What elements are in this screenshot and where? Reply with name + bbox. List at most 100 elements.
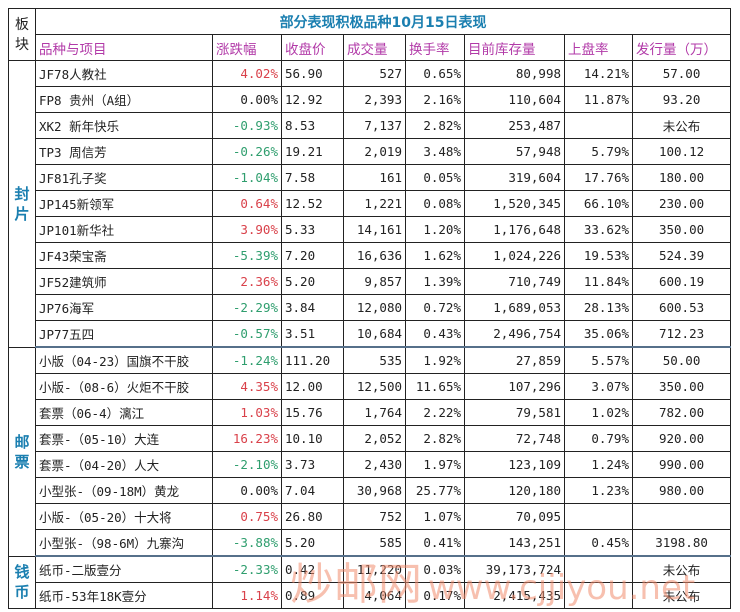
cell-inventory: 1,176,648	[464, 216, 565, 243]
cell-turnover: 0.03%	[405, 555, 465, 583]
table-row: JP77五四 -0.57% 3.51 10,684 0.43% 2,496,754 35.0…	[9, 320, 732, 348]
cell-close: 8.53	[281, 112, 344, 139]
cell-rate: 1.02%	[564, 399, 633, 426]
table-row: 小版-（05-20）十大将 0.75% 26.80 752 1.07% 70,095	[9, 503, 732, 530]
column-header: 成交量	[343, 34, 406, 61]
table-title: 部分表现积极品种10月15日表现	[34, 8, 732, 35]
cell-issue: 600.53	[631, 294, 732, 321]
cell-change: 1.03%	[212, 399, 282, 426]
cell-issue: 180.00	[631, 164, 732, 191]
cell-inventory: 39,173,724	[464, 555, 565, 583]
cell-change: -2.10%	[212, 451, 282, 478]
cell-name: 纸币-二版壹分	[35, 555, 213, 583]
table-row: 套票-（05-10）大连 16.23% 10.10 2,052 2.82% 72,748 0…	[9, 425, 732, 452]
cell-rate: 33.62%	[564, 216, 633, 243]
cell-rate: 35.06%	[564, 320, 633, 348]
cell-issue: 未公布	[631, 555, 732, 583]
cell-volume: 4,064	[343, 582, 406, 609]
cell-name: JF81孔子奖	[35, 164, 213, 191]
table-row: 小型张-（98-6M）九寨沟 -3.88% 5.20 585 0.41% 143,251 0…	[9, 529, 732, 557]
cell-close: 15.76	[281, 399, 344, 426]
cell-issue: 600.19	[631, 268, 732, 295]
cell-issue: 100.12	[631, 138, 732, 165]
cell-issue: 350.00	[631, 216, 732, 243]
cell-issue: 980.00	[631, 477, 732, 504]
column-header: 换手率	[405, 34, 465, 61]
cell-turnover: 0.17%	[405, 582, 465, 609]
cell-change: 0.00%	[212, 477, 282, 504]
section-label: 邮票	[8, 346, 36, 557]
cell-name: 小型张-（98-6M）九寨沟	[35, 529, 213, 557]
cell-turnover: 2.16%	[405, 86, 465, 113]
cell-turnover: 1.20%	[405, 216, 465, 243]
cell-issue: 782.00	[631, 399, 732, 426]
cell-change: 1.14%	[212, 582, 282, 609]
column-header: 发行量（万）	[631, 34, 732, 61]
cell-name: JF52建筑师	[35, 268, 213, 295]
cell-close: 12.52	[281, 190, 344, 217]
cell-inventory: 120,180	[464, 477, 565, 504]
column-header: 上盘率	[564, 34, 633, 61]
cell-issue: 524.39	[631, 242, 732, 269]
cell-volume: 2,430	[343, 451, 406, 478]
cell-close: 56.90	[281, 60, 344, 87]
cell-change: -1.24%	[212, 346, 282, 374]
cell-change: -3.88%	[212, 529, 282, 557]
cell-inventory: 72,748	[464, 425, 565, 452]
cell-close: 7.20	[281, 242, 344, 269]
cell-rate	[564, 555, 633, 583]
cell-turnover: 2.82%	[405, 425, 465, 452]
cell-change: -5.39%	[212, 242, 282, 269]
cell-name: 小版-（08-6）火炬不干胶	[35, 373, 213, 400]
table-row: JP76海军 -2.29% 3.84 12,080 0.72% 1,689,053 28.1…	[9, 294, 732, 321]
cell-issue: 50.00	[631, 346, 732, 374]
table-row: 小版-（08-6）火炬不干胶 4.35% 12.00 12,500 11.65% 107,…	[9, 373, 732, 400]
section-label: 封片	[8, 60, 36, 348]
cell-volume: 752	[343, 503, 406, 530]
cell-close: 7.58	[281, 164, 344, 191]
cell-change: 0.00%	[212, 86, 282, 113]
cell-change: 0.75%	[212, 503, 282, 530]
cell-rate: 19.53%	[564, 242, 633, 269]
cell-inventory: 110,604	[464, 86, 565, 113]
cell-change: -0.26%	[212, 138, 282, 165]
cell-close: 3.84	[281, 294, 344, 321]
table-row: XK2 新年快乐 -0.93% 8.53 7,137 2.82% 253,487 未公布	[9, 112, 732, 139]
cell-issue: 未公布	[631, 582, 732, 609]
cell-turnover: 0.43%	[405, 320, 465, 348]
table-row: FP8 贵州（A组） 0.00% 12.92 2,393 2.16% 110,604 11.…	[9, 86, 732, 113]
column-header: 收盘价	[281, 34, 344, 61]
cell-name: 小版-（05-20）十大将	[35, 503, 213, 530]
cell-issue: 未公布	[631, 112, 732, 139]
cell-issue: 3198.80	[631, 529, 732, 557]
cell-name: JF43荣宝斋	[35, 242, 213, 269]
cell-rate: 11.87%	[564, 86, 633, 113]
cell-name: 小版（04-23）国旗不干胶	[35, 346, 213, 374]
cell-close: 19.21	[281, 138, 344, 165]
cell-issue: 920.00	[631, 425, 732, 452]
stock-performance-table: 板块 部分表现积极品种10月15日表现 品种与项目 涨跌幅 收盘价 成交量 换手率 目前库…	[8, 8, 732, 609]
table-row: JF43荣宝斋 -5.39% 7.20 16,636 1.62% 1,024,226 19.…	[9, 242, 732, 269]
cell-rate	[564, 582, 633, 609]
cell-inventory: 253,487	[464, 112, 565, 139]
table-row: JF81孔子奖 -1.04% 7.58 161 0.05% 319,604 17.76% 18…	[9, 164, 732, 191]
table-row: 套票（06-4）漓江 1.03% 15.76 1,764 2.22% 79,581 1.02…	[9, 399, 732, 426]
cell-name: JP101新华社	[35, 216, 213, 243]
cell-close: 111.20	[281, 346, 344, 374]
table-row: 小型张-（09-18M）黄龙 0.00% 7.04 30,968 25.77% 120,1…	[9, 477, 732, 504]
cell-inventory: 710,749	[464, 268, 565, 295]
cell-volume: 1,764	[343, 399, 406, 426]
cell-name: TP3 周信芳	[35, 138, 213, 165]
cell-volume: 30,968	[343, 477, 406, 504]
cell-turnover: 1.62%	[405, 242, 465, 269]
table-row: JP101新华社 3.90% 5.33 14,161 1.20% 1,176,648 33.…	[9, 216, 732, 243]
cell-rate: 5.79%	[564, 138, 633, 165]
cell-rate: 3.07%	[564, 373, 633, 400]
table-row: 封片 JF78人教社 4.02% 56.90 527 0.65% 80,998 14.21% 5…	[8, 60, 732, 348]
cell-close: 3.51	[281, 320, 344, 348]
cell-inventory: 2,496,754	[464, 320, 565, 348]
cell-volume: 2,052	[343, 425, 406, 452]
cell-volume: 12,500	[343, 373, 406, 400]
cell-close: 12.92	[281, 86, 344, 113]
cell-volume: 10,684	[343, 320, 406, 348]
